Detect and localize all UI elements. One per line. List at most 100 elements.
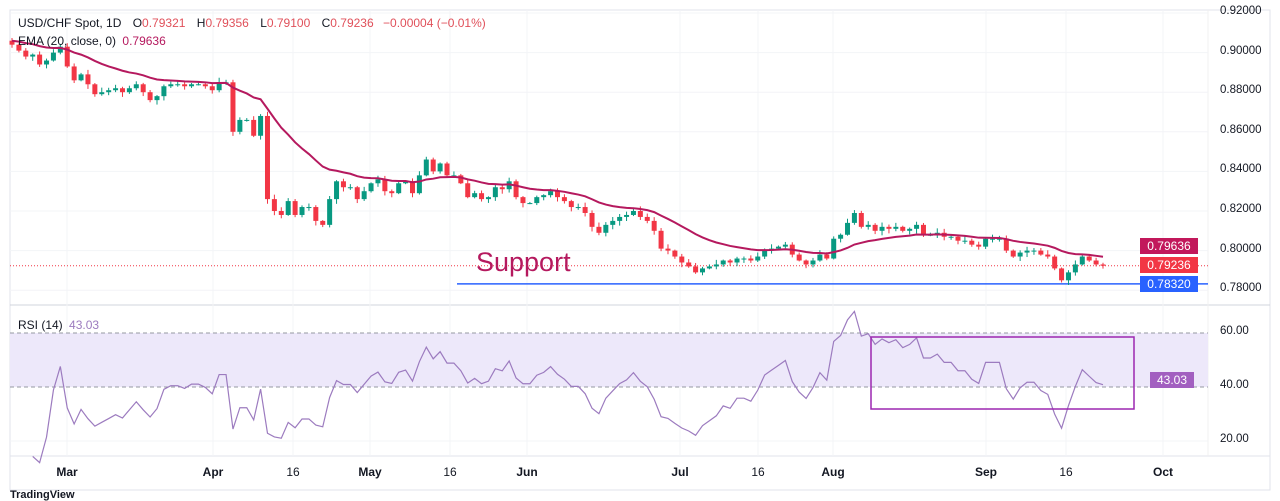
candle-body [845, 222, 851, 235]
candle-body [50, 52, 56, 61]
rsi-legend[interactable]: RSI (14) 43.03 [18, 318, 99, 332]
candle [1031, 248, 1037, 255]
candle-body [686, 262, 692, 267]
candle [955, 235, 961, 245]
candle-body [575, 207, 581, 209]
candle [78, 72, 84, 82]
candle-body [368, 183, 374, 192]
candle-body [113, 88, 119, 91]
candle [513, 179, 519, 200]
candle [561, 194, 567, 204]
candle [617, 213, 623, 226]
candle-body [983, 238, 989, 247]
candle-body [520, 197, 526, 204]
candle [575, 203, 581, 210]
ema-price-label: 0.79636 [1140, 238, 1198, 254]
candle [983, 237, 989, 249]
candle [962, 236, 968, 244]
candle-body [492, 187, 498, 198]
candle [838, 233, 844, 243]
candle [64, 43, 70, 68]
time-tick-label: Jun [516, 465, 538, 479]
candle [720, 259, 726, 267]
candle-body [499, 187, 505, 190]
symbol-title[interactable]: USD/CHF Spot, 1D [18, 16, 122, 30]
price-tick-label: 0.86000 [1220, 123, 1262, 136]
candle [700, 266, 706, 276]
candle [900, 225, 906, 233]
candle-body [969, 240, 975, 245]
candle [465, 180, 471, 199]
candle-body [92, 84, 98, 95]
last-price-label: 0.79236 [1140, 257, 1198, 273]
candle [299, 205, 305, 218]
candle [444, 161, 450, 178]
candle-body [126, 88, 132, 93]
candle-body [734, 258, 740, 263]
candle-body [168, 84, 174, 87]
candle-body [1065, 272, 1071, 281]
candle-body [872, 224, 878, 231]
candle [437, 162, 443, 174]
candle-body [679, 256, 685, 263]
candle [1017, 250, 1023, 261]
candle [748, 255, 754, 263]
candle-body [755, 256, 761, 261]
candle [624, 211, 630, 222]
candle [520, 196, 526, 208]
rsi-band [10, 333, 1208, 387]
candle-body [817, 254, 823, 261]
candle-body [1086, 256, 1092, 261]
candle-body [202, 84, 208, 87]
candle [817, 250, 823, 262]
ema-value: 0.79636 [122, 34, 166, 48]
candle [106, 87, 112, 96]
candle [320, 220, 326, 228]
candle [278, 207, 284, 219]
price-tick-label: 0.80000 [1220, 242, 1262, 255]
candle-body [1031, 250, 1037, 252]
candle-body [423, 159, 429, 176]
candle [1079, 253, 1085, 266]
candle-body [672, 250, 678, 257]
candle-body [962, 240, 968, 242]
rsi-line [32, 310, 1104, 464]
candle [734, 256, 740, 267]
time-tick-label: Apr [202, 465, 224, 479]
time-tick-label: Sep [974, 465, 998, 479]
candle-body [230, 82, 236, 132]
candle-body [354, 187, 360, 200]
candle-body [375, 179, 381, 184]
candle [672, 249, 678, 259]
candle-body [382, 179, 388, 192]
ema-legend[interactable]: EMA (20, close, 0) 0.79636 [18, 34, 166, 48]
candle [610, 216, 616, 230]
candle [872, 223, 878, 235]
candle-body [403, 181, 409, 184]
candle-body [99, 92, 105, 95]
tradingview-logo[interactable]: TradingView [10, 489, 75, 501]
candle [30, 53, 36, 61]
candle-body [541, 195, 547, 198]
candle-body [741, 258, 747, 260]
candle-body [796, 254, 802, 261]
candle-body [1038, 250, 1044, 255]
candle-body [831, 238, 837, 259]
candle [755, 252, 761, 262]
candle-body [630, 211, 636, 215]
candle-body [437, 163, 443, 172]
candle-body [858, 212, 864, 227]
price-tick-label: 0.82000 [1220, 203, 1262, 215]
candle [893, 222, 899, 232]
candle [534, 195, 540, 206]
candle-body [57, 46, 63, 53]
support-annotation[interactable]: Support [476, 247, 571, 277]
time-tick-label: 16 [286, 465, 300, 479]
candle [313, 205, 319, 226]
candle [845, 218, 851, 236]
candle [603, 222, 609, 237]
candle-body [886, 226, 892, 229]
candle-body [713, 264, 719, 267]
candle [451, 171, 457, 177]
